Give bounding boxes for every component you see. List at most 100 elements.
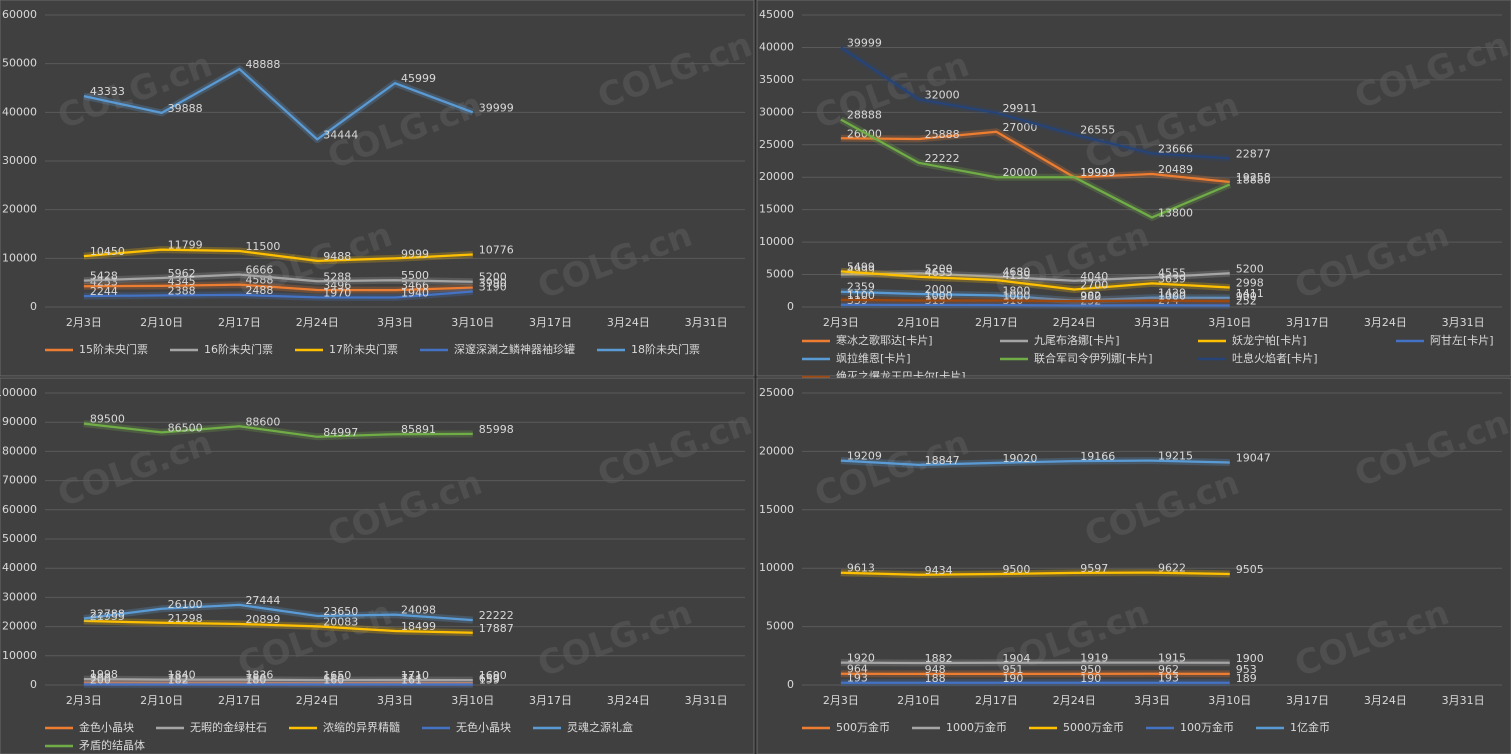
data-label: 28888 [847, 109, 882, 122]
data-label: 722 [168, 672, 189, 685]
y-tick-label: 50000 [2, 532, 37, 545]
data-label: 4040 [1080, 270, 1108, 283]
data-label: 5428 [90, 270, 118, 283]
y-tick-label: 40000 [759, 40, 794, 53]
data-label: 953 [1236, 663, 1257, 676]
x-tick-label: 3月31日 [1442, 316, 1485, 329]
data-label: 32000 [925, 88, 960, 101]
data-label: 2359 [847, 281, 875, 294]
x-tick-label: 2月17日 [218, 694, 261, 707]
data-label: 3639 [1158, 272, 1186, 285]
panel-background [0, 0, 755, 377]
data-label: 19258 [1236, 171, 1271, 184]
legend-label: 1亿金币 [1290, 720, 1330, 734]
data-label: 26555 [1080, 124, 1115, 137]
data-label: 20899 [245, 613, 280, 626]
data-label: 4253 [90, 275, 118, 288]
data-label: 900 [1080, 290, 1101, 303]
series-line [840, 130, 1230, 184]
y-tick-label: 60000 [2, 8, 37, 21]
legend-label: 15阶未央门票 [79, 342, 148, 356]
data-label: 5499 [847, 260, 875, 273]
data-label: 22788 [90, 607, 125, 620]
data-label: 3496 [323, 279, 351, 292]
data-label: 20000 [1002, 166, 1037, 179]
legend-label: 5000万金币 [1063, 720, 1124, 734]
data-label: 21298 [168, 612, 203, 625]
data-label: 4655 [925, 266, 953, 279]
series-line [840, 459, 1230, 466]
data-label: 1650 [323, 669, 351, 682]
data-label: 1836 [245, 669, 273, 682]
data-label: 17887 [479, 622, 514, 635]
data-label: 714 [401, 672, 422, 685]
panel-background [0, 377, 755, 754]
data-label: 18880 [1236, 173, 1271, 186]
data-label: 951 [1002, 663, 1023, 676]
legend-label: 妖龙宁帕[卡片] [1232, 333, 1307, 347]
x-tick-label: 2月24日 [1053, 316, 1096, 329]
x-tick-label: 2月24日 [296, 694, 339, 707]
data-label: 1000 [925, 290, 953, 303]
data-label: 610 [323, 672, 344, 685]
x-tick-label: 3月3日 [377, 316, 413, 329]
data-label: 10776 [479, 244, 514, 257]
legend-label: 阿甘左[卡片] [1430, 334, 1494, 347]
data-label: 19209 [847, 450, 882, 463]
data-label: 1919 [1080, 652, 1108, 665]
data-label: 3466 [401, 279, 429, 292]
data-label: 25888 [925, 128, 960, 141]
x-tick-label: 3月17日 [1286, 694, 1329, 707]
data-label: 19047 [1236, 452, 1271, 465]
series-line [840, 46, 1230, 160]
data-label: 39999 [479, 101, 514, 114]
series-line [83, 681, 473, 685]
x-tick-label: 3月24日 [607, 694, 650, 707]
y-tick-label: 0 [30, 678, 37, 691]
x-tick-label: 3月3日 [377, 694, 413, 707]
x-tick-label: 3月10日 [451, 694, 494, 707]
data-label: 20083 [323, 615, 358, 628]
y-tick-label: 100000 [0, 386, 37, 399]
data-label: 1998 [90, 668, 118, 681]
x-tick-label: 3月17日 [529, 316, 572, 329]
data-label: 188 [925, 672, 946, 685]
panel-background [756, 0, 1511, 377]
series-line [83, 619, 473, 634]
data-label: 189 [1236, 672, 1257, 685]
data-label: 5500 [401, 269, 429, 282]
data-label: 20489 [1158, 163, 1193, 176]
data-label: 19999 [1080, 166, 1115, 179]
data-label: 2998 [1236, 277, 1264, 290]
data-label: 160 [323, 674, 344, 687]
data-label: 962 [1158, 663, 1179, 676]
data-label: 34444 [323, 128, 358, 141]
x-tick-label: 2月10日 [897, 316, 940, 329]
x-tick-label: 2月3日 [823, 316, 859, 329]
legend-label: 16阶未央门票 [204, 342, 273, 356]
y-tick-label: 10000 [2, 649, 37, 662]
data-label: 5288 [323, 270, 351, 283]
x-tick-label: 3月3日 [1134, 316, 1170, 329]
data-label: 22222 [925, 152, 960, 165]
data-label: 4555 [1158, 266, 1186, 279]
x-tick-label: 2月3日 [823, 694, 859, 707]
data-label: 11799 [168, 239, 203, 252]
data-label: 200 [90, 673, 111, 686]
y-tick-label: 30000 [759, 105, 794, 118]
data-label: 19999 [1080, 166, 1115, 179]
data-label: 2244 [90, 285, 118, 298]
y-tick-label: 20000 [2, 203, 37, 216]
legend-label: 1000万金币 [946, 720, 1007, 734]
panel-background [756, 377, 1511, 754]
data-label: 9488 [323, 250, 351, 263]
legend-label: 无色小晶块 [456, 720, 511, 734]
series-line [83, 67, 474, 141]
series-line [83, 248, 473, 262]
data-label: 1800 [1002, 284, 1030, 297]
data-label: 1900 [1236, 652, 1264, 665]
data-label: 1840 [168, 669, 196, 682]
series-line [840, 272, 1230, 282]
